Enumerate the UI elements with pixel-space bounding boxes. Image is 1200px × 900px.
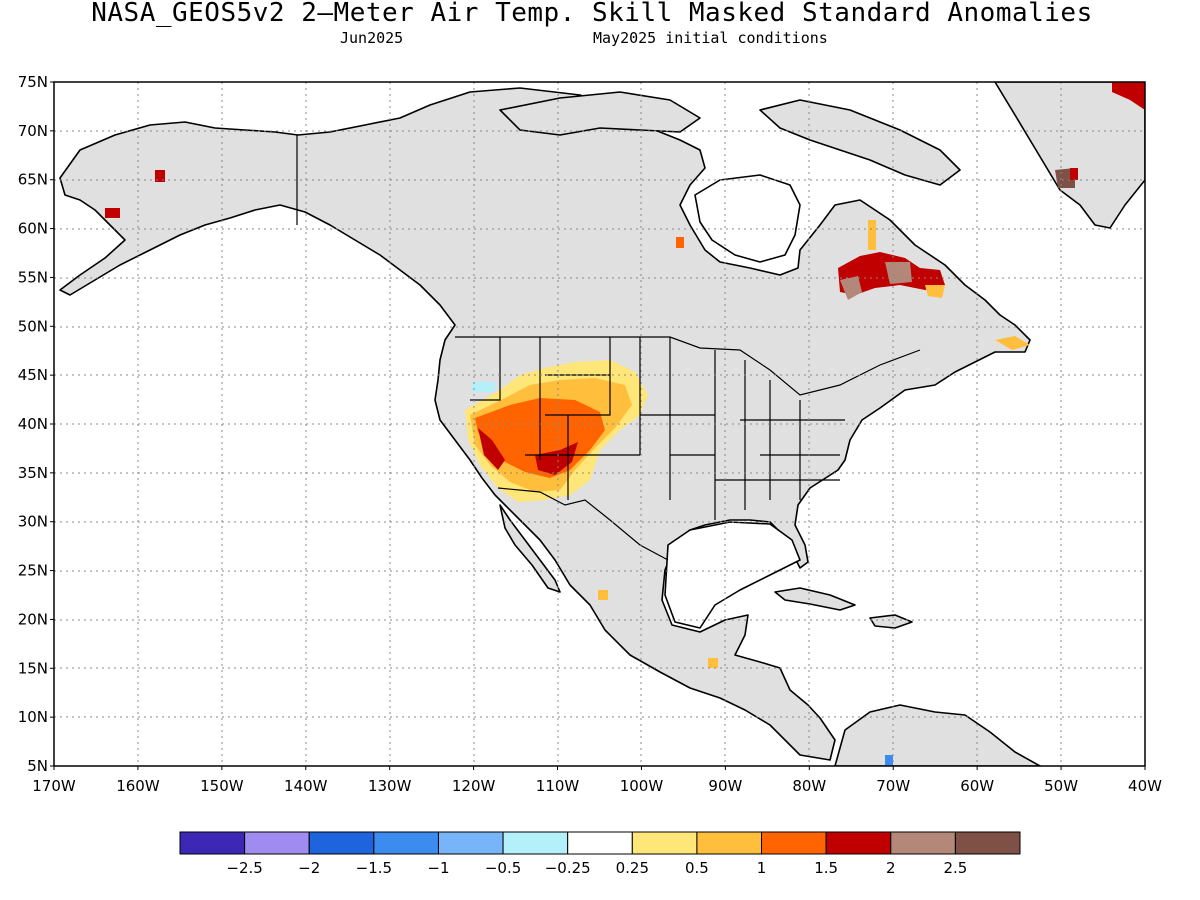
lon-label: 100W [620,777,664,795]
lat-label: 65N [18,171,48,189]
arctic-islands [499,91,701,136]
colorbar-swatch [373,831,439,855]
lon-label: 150W [200,777,244,795]
colorbar [179,831,1021,855]
colorbar-swatch [567,831,633,855]
cuba [774,587,856,611]
lat-label: 25N [18,562,48,580]
lat-label: 15N [18,659,48,677]
hudson-bay [694,174,801,263]
lon-label: 120W [452,777,496,795]
lon-label: 50W [1044,777,1078,795]
colorbar-label: −1 [427,859,449,877]
lon-label: 110W [536,777,580,795]
lat-label: 40N [18,415,48,433]
lon-label: 90W [708,777,742,795]
colorbar-label: −2.5 [226,859,262,877]
colorbar-swatch [437,831,504,855]
colorbar-label: −0.5 [485,859,521,877]
lat-label: 10N [18,708,48,726]
hispaniola [869,614,913,629]
anomaly-quebec-brown [840,262,912,300]
political-boundaries [296,135,921,561]
lat-label: 50N [18,317,48,335]
map-title: NASA_GEOS5v2 2–Meter Air Temp. Skill Mas… [91,0,1093,28]
colorbar-label: 0.25 [616,859,649,877]
colorbar-label: 2 [886,859,896,877]
us-mexico-border [497,487,669,561]
colorbar-swatch [502,831,569,855]
anomaly-sw-red [478,428,578,475]
lon-label: 60W [960,777,994,795]
colorbar-swatch [179,831,246,855]
lat-label: 5N [27,757,48,775]
forecast-month: Jun2025 [340,29,404,47]
colorbar-label: 0.5 [685,859,709,877]
anomaly-sa-blue [885,755,893,766]
greenland [994,82,1145,229]
colorbar-label: −0.25 [545,859,591,877]
anomaly-quebec-orange [868,220,945,298]
lat-label: 55N [18,268,48,286]
anomaly-newfoundland [995,336,1030,350]
colorbar-label: −1.5 [356,859,392,877]
lon-label: 170W [32,777,76,795]
lat-label: 35N [18,464,48,482]
colorbar-label: 2.5 [943,859,967,877]
lat-label: 45N [18,366,48,384]
colorbar-label: 1 [757,859,767,877]
latitude-labels: 75N 70N 65N 60N 55N 50N 45N 40N 35N 30N 25N 20N 15N 1… [18,73,54,775]
colorbar-swatch [308,831,375,855]
gridlines [54,82,1145,766]
lat-label: 60N [18,220,48,238]
initial-conditions: May2025 initial conditions [593,29,828,47]
anomaly-shading [105,82,1145,766]
anomaly-hudson-orange [676,237,684,248]
gulf-of-mexico [664,521,801,629]
lat-label: 70N [18,122,48,140]
us-state-lines [470,337,845,520]
lon-label: 140W [284,777,328,795]
lat-label: 30N [18,513,48,531]
south-america [834,704,1041,766]
lon-label: 130W [368,777,412,795]
anomaly-nw-lightblue [472,382,495,392]
colorbar-label: −2 [298,859,320,877]
colorbar-swatch [244,831,310,855]
baja-california [499,504,561,593]
lon-label: 160W [116,777,160,795]
colorbar-label: 1.5 [814,859,838,877]
anomaly-alaska-red [105,170,165,218]
lon-label: 40W [1128,777,1162,795]
longitude-labels: 170W 160W 150W 140W 130W 120W 110W 100W 90W 80W 70… [32,766,1162,795]
colorbar-swatch [890,831,956,855]
colorbar-swatch [761,831,827,855]
canada-us-border [455,336,921,396]
lon-label: 70W [876,777,910,795]
lat-label: 20N [18,610,48,628]
anomaly-greenland-red [1070,82,1145,180]
colorbar-labels: −2.5 −2 −1.5 −1 −0.5 −0.25 0.25 0.5 1 1.5 2 2.5 [226,859,967,877]
baffin-island [759,99,961,186]
map-content [54,82,1145,766]
colorbar-swatch [825,831,892,855]
lat-label: 75N [18,73,48,91]
lon-label: 80W [792,777,826,795]
colorbar-swatch [631,831,698,855]
colorbar-swatch [696,831,763,855]
colorbar-swatch [954,831,1021,855]
